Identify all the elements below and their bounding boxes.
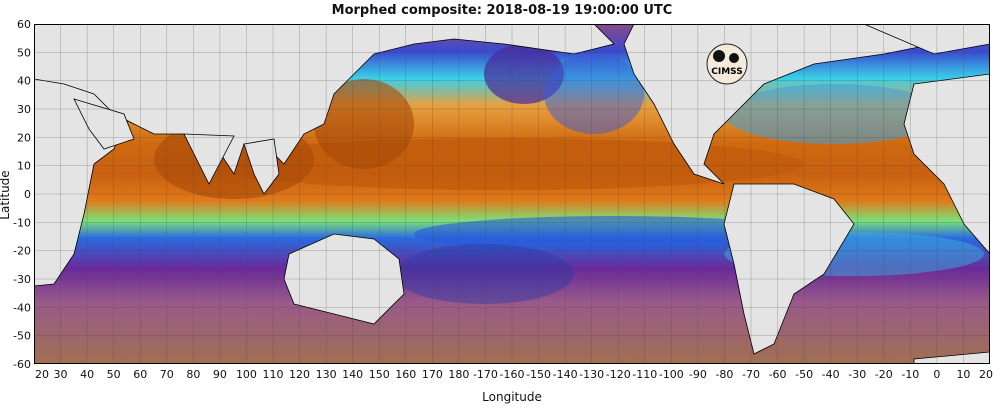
x-tick-label: 70 <box>160 368 174 381</box>
moisture-swirl <box>314 79 414 169</box>
continent-south-america <box>723 183 855 355</box>
x-tick-label: -90 <box>689 368 707 381</box>
y-tick-label: -60 <box>13 358 31 370</box>
x-tick-label: -120 <box>606 368 631 381</box>
x-tick-label: 60 <box>133 368 147 381</box>
moisture-swirl <box>544 54 644 134</box>
x-tick-label: 0 <box>933 368 940 381</box>
svg-text:CIMSS: CIMSS <box>711 67 742 77</box>
x-tick-label: 50 <box>107 368 121 381</box>
y-tick-label: -20 <box>13 245 31 258</box>
x-axis: 20 30 40 50 60 70 80 90 100 110 120 130 140 150 160 170… <box>35 368 993 381</box>
map-title: Morphed composite: 2018-08-19 19:00:00 U… <box>331 3 673 18</box>
x-tick-label: 20 <box>979 368 993 381</box>
x-tick-label: -20 <box>875 368 893 381</box>
continent-india <box>183 133 235 185</box>
continent-se-asia <box>243 138 280 195</box>
y-tick-label: 30 <box>17 103 31 116</box>
map-svg: CIMSS <box>33 23 991 365</box>
x-tick-label: 160 <box>395 368 416 381</box>
x-tick-label: 40 <box>80 368 94 381</box>
x-tick-label: 180 <box>448 368 469 381</box>
y-tick-label: -10 <box>13 216 31 229</box>
x-tick-label: -170 <box>473 368 498 381</box>
y-tick-label: -30 <box>13 273 31 286</box>
x-tick-label: -110 <box>632 368 657 381</box>
y-tick-label: 10 <box>17 160 31 173</box>
y-tick-label: -40 <box>13 301 31 314</box>
x-tick-label: 90 <box>213 368 227 381</box>
x-tick-label: -140 <box>553 368 578 381</box>
x-tick-label: 20 <box>35 368 49 381</box>
x-tick-label: 110 <box>263 368 284 381</box>
x-tick-label: -30 <box>848 368 866 381</box>
continent-arabia <box>73 98 135 150</box>
x-tick-label: -160 <box>500 368 525 381</box>
x-tick-label: -100 <box>659 368 684 381</box>
precipitable-water-map: CIMSS <box>33 23 991 365</box>
x-tick-label: 80 <box>186 368 200 381</box>
moisture-swirl <box>394 244 574 304</box>
moisture-swirl <box>724 84 944 144</box>
moisture-swirl <box>414 216 814 252</box>
x-tick-label: 140 <box>342 368 363 381</box>
y-tick-label: 20 <box>17 131 31 144</box>
y-tick-label: 50 <box>17 46 31 59</box>
y-tick-label: 0 <box>24 188 31 201</box>
x-tick-label: 130 <box>316 368 337 381</box>
x-tick-label: 30 <box>54 368 68 381</box>
y-tick-label: 60 <box>17 18 31 31</box>
moisture-swirl <box>484 44 564 104</box>
y-axis-label: Latitude <box>0 170 12 220</box>
y-tick-label: 40 <box>17 75 31 88</box>
y-axis: 60 50 40 30 20 10 0 -10 -20 -30 -40 -50 -60 <box>13 18 31 370</box>
x-axis-label: Longitude <box>482 390 542 404</box>
x-tick-label: -40 <box>822 368 840 381</box>
x-tick-label: -10 <box>901 368 919 381</box>
y-tick-label: -50 <box>13 330 31 343</box>
x-tick-label: 100 <box>236 368 257 381</box>
x-tick-label: 150 <box>369 368 390 381</box>
plot-frame <box>34 24 990 364</box>
x-tick-label: -50 <box>795 368 813 381</box>
cimss-logo: CIMSS <box>706 43 748 85</box>
x-tick-label: 120 <box>289 368 310 381</box>
x-tick-label: -80 <box>715 368 733 381</box>
x-tick-label: -70 <box>742 368 760 381</box>
x-tick-label: -150 <box>526 368 551 381</box>
x-tick-label: -130 <box>579 368 604 381</box>
x-tick-label: 170 <box>422 368 443 381</box>
x-tick-label: -60 <box>769 368 787 381</box>
x-tick-label: 10 <box>956 368 970 381</box>
